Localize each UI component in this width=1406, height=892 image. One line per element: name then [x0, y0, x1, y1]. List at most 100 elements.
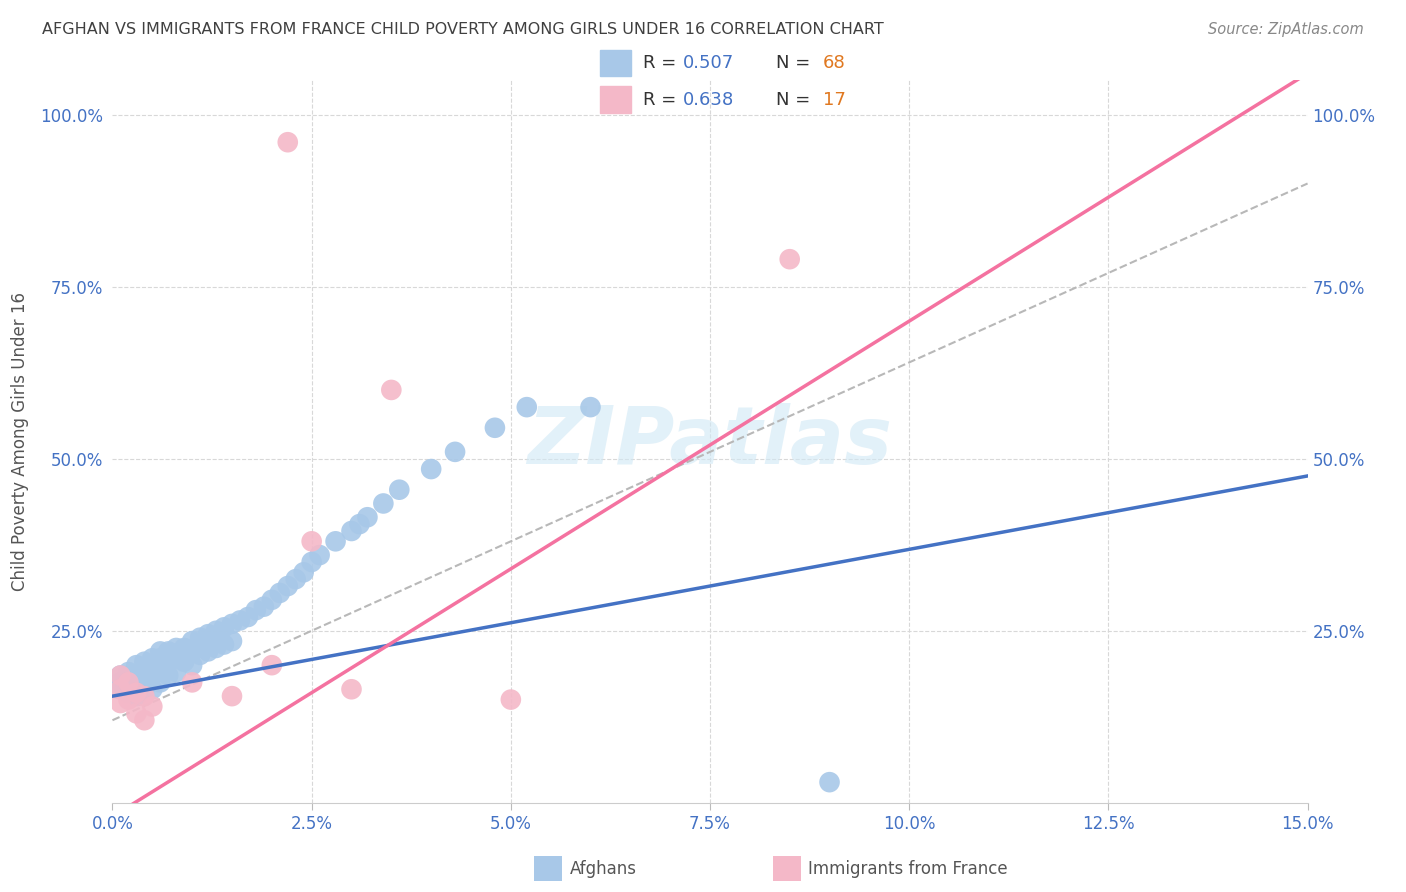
Point — [253, 599, 276, 614]
Point — [373, 496, 395, 510]
Point — [380, 383, 402, 397]
Point — [117, 675, 139, 690]
Point — [197, 627, 219, 641]
Point — [420, 462, 443, 476]
Point — [110, 675, 132, 690]
Point — [141, 651, 163, 665]
Point — [141, 699, 163, 714]
Point — [181, 675, 204, 690]
Point — [110, 668, 132, 682]
Text: 0.638: 0.638 — [683, 91, 734, 109]
Point — [149, 651, 172, 665]
Point — [340, 524, 363, 538]
Text: AFGHAN VS IMMIGRANTS FROM FRANCE CHILD POVERTY AMONG GIRLS UNDER 16 CORRELATION : AFGHAN VS IMMIGRANTS FROM FRANCE CHILD P… — [42, 22, 884, 37]
Point — [269, 586, 291, 600]
Point — [499, 692, 522, 706]
Point — [125, 668, 148, 682]
Point — [134, 689, 156, 703]
Point — [260, 592, 283, 607]
Point — [141, 668, 163, 682]
Text: Source: ZipAtlas.com: Source: ZipAtlas.com — [1208, 22, 1364, 37]
Text: R =: R = — [643, 91, 682, 109]
Point — [516, 400, 538, 414]
Text: Immigrants from France: Immigrants from France — [808, 860, 1008, 878]
Point — [325, 534, 347, 549]
Point — [444, 445, 467, 459]
Bar — [600, 50, 631, 77]
Point — [245, 603, 267, 617]
Point — [125, 682, 148, 697]
Point — [260, 658, 283, 673]
Point — [157, 655, 180, 669]
Point — [173, 655, 195, 669]
Point — [197, 644, 219, 658]
Point — [818, 775, 841, 789]
Point — [125, 675, 148, 690]
Point — [125, 689, 148, 703]
Point — [149, 644, 172, 658]
Point — [149, 675, 172, 690]
Point — [125, 706, 148, 721]
Text: 17: 17 — [823, 91, 845, 109]
Point — [181, 644, 204, 658]
Point — [134, 713, 156, 727]
Point — [117, 675, 139, 690]
Point — [134, 672, 156, 686]
Point — [340, 682, 363, 697]
Point — [165, 640, 187, 655]
Point — [157, 668, 180, 682]
Text: R =: R = — [643, 54, 682, 72]
Point — [212, 620, 235, 634]
Point — [110, 668, 132, 682]
Point — [356, 510, 378, 524]
Point — [117, 665, 139, 679]
Point — [221, 634, 243, 648]
Point — [134, 662, 156, 676]
Point — [236, 610, 259, 624]
Point — [579, 400, 602, 414]
Text: ZIPatlas: ZIPatlas — [527, 402, 893, 481]
Point — [212, 638, 235, 652]
Point — [141, 658, 163, 673]
Point — [117, 692, 139, 706]
Point — [221, 689, 243, 703]
Point — [134, 682, 156, 697]
Text: 68: 68 — [823, 54, 845, 72]
Point — [149, 662, 172, 676]
Point — [188, 631, 211, 645]
Y-axis label: Child Poverty Among Girls Under 16: Child Poverty Among Girls Under 16 — [11, 292, 28, 591]
Point — [229, 614, 252, 628]
Point — [308, 548, 330, 562]
Point — [181, 634, 204, 648]
Point — [277, 135, 299, 149]
Point — [173, 640, 195, 655]
Point — [134, 655, 156, 669]
Point — [110, 682, 132, 697]
Point — [165, 665, 187, 679]
Text: N =: N = — [776, 91, 815, 109]
Point — [165, 651, 187, 665]
Point — [484, 421, 506, 435]
Point — [181, 658, 204, 673]
Point — [779, 252, 801, 267]
Bar — [600, 87, 631, 112]
Point — [110, 682, 132, 697]
Text: 0.507: 0.507 — [683, 54, 734, 72]
Point — [292, 566, 315, 580]
Point — [301, 534, 323, 549]
Point — [117, 668, 139, 682]
Point — [157, 644, 180, 658]
Point — [110, 696, 132, 710]
Point — [117, 686, 139, 700]
Point — [349, 517, 371, 532]
Point — [277, 579, 299, 593]
Point — [221, 616, 243, 631]
Text: N =: N = — [776, 54, 815, 72]
Point — [205, 624, 228, 638]
Point — [141, 682, 163, 697]
Point — [388, 483, 411, 497]
Point — [188, 648, 211, 662]
Point — [284, 572, 307, 586]
Point — [205, 640, 228, 655]
Point — [125, 658, 148, 673]
